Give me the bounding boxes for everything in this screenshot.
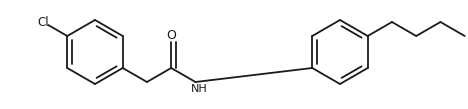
Text: Cl: Cl [37,15,49,28]
Text: NH: NH [191,84,208,94]
Text: O: O [166,28,176,42]
